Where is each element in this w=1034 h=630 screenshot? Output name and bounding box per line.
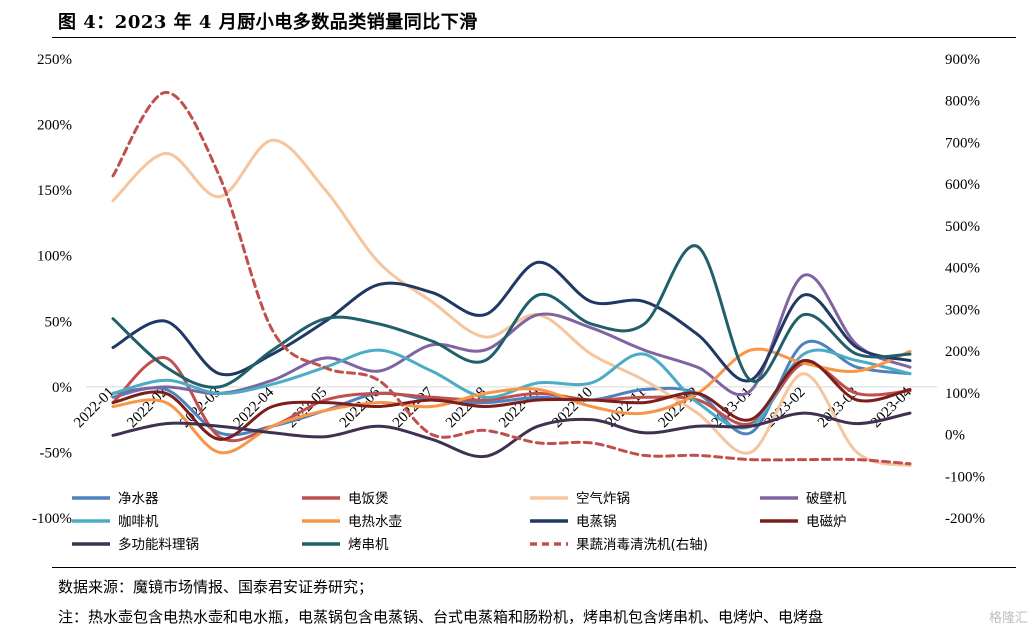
chart-title: 图 4：2023 年 4 月厨小电多数品类销量同比下滑 bbox=[58, 12, 478, 33]
bottom-rule bbox=[52, 567, 1016, 568]
right-axis-tick: -200% bbox=[945, 511, 985, 527]
left-axis-tick: 200% bbox=[37, 118, 72, 134]
series-line-10 bbox=[111, 90, 912, 466]
left-axis-tick: 50% bbox=[45, 314, 73, 330]
series-line-0 bbox=[111, 339, 912, 437]
series-line-3 bbox=[111, 273, 912, 397]
legend-label: 电饭煲 bbox=[348, 490, 389, 507]
series-line-9 bbox=[111, 244, 912, 389]
x-axis-tick: 2022-01 bbox=[71, 384, 118, 431]
right-axis-tick: 0% bbox=[945, 428, 965, 444]
legend-label: 破壁机 bbox=[806, 491, 847, 507]
x-axis-tick: 2022-10 bbox=[549, 384, 596, 431]
right-axis-tick: 200% bbox=[945, 344, 980, 360]
left-axis-tick: -100% bbox=[32, 511, 72, 527]
line-chart: 250% 200% 150% 100% 50% 0% -50% -100% 900% 800% 7… bbox=[32, 52, 985, 553]
legend-label: 多功能料理锅 bbox=[118, 536, 199, 553]
left-axis-tick: 100% bbox=[37, 249, 72, 265]
series-line-2 bbox=[111, 138, 912, 467]
right-axis-tick: 900% bbox=[945, 52, 980, 68]
footnote: 注：热水壶包含电热水壶和电水瓶，电蒸锅包含电蒸锅、台式电蒸箱和肠粉机，烤串机包含… bbox=[58, 608, 824, 626]
source-note: 数据来源：魔镜市场情报、国泰君安证券研究； bbox=[58, 578, 374, 596]
legend-label: 净水器 bbox=[118, 491, 159, 507]
left-axis-tick: 0% bbox=[52, 380, 72, 396]
left-axis-tick: 250% bbox=[37, 52, 72, 68]
legend-label: 电蒸锅 bbox=[576, 514, 617, 530]
right-axis-tick: 400% bbox=[945, 261, 980, 277]
right-axis-tick: 300% bbox=[945, 302, 980, 318]
top-rule bbox=[52, 37, 1016, 38]
right-axis-tick: 100% bbox=[945, 386, 980, 402]
right-axis-tick: 800% bbox=[945, 94, 980, 110]
left-axis-tick: 150% bbox=[37, 183, 72, 199]
series-line-5 bbox=[111, 347, 912, 455]
right-axis-tick: 500% bbox=[945, 219, 980, 235]
legend-label: 烤串机 bbox=[348, 537, 389, 553]
series-line-6 bbox=[111, 260, 912, 383]
legend-label: 电热水壶 bbox=[348, 514, 402, 530]
legend-label: 空气炸锅 bbox=[576, 491, 630, 507]
left-axis-tick: -50% bbox=[40, 445, 73, 461]
watermark-logo: 格隆汇 bbox=[988, 611, 1028, 626]
right-axis-tick: 600% bbox=[945, 177, 980, 193]
legend-label: 咖啡机 bbox=[118, 514, 159, 530]
series-line-8 bbox=[111, 411, 912, 458]
right-axis-tick: -100% bbox=[945, 469, 985, 485]
right-axis-tick: 700% bbox=[945, 135, 980, 151]
legend-label: 果蔬消毒清洗机(右轴) bbox=[576, 537, 708, 553]
legend-label: 电磁炉 bbox=[806, 514, 847, 530]
